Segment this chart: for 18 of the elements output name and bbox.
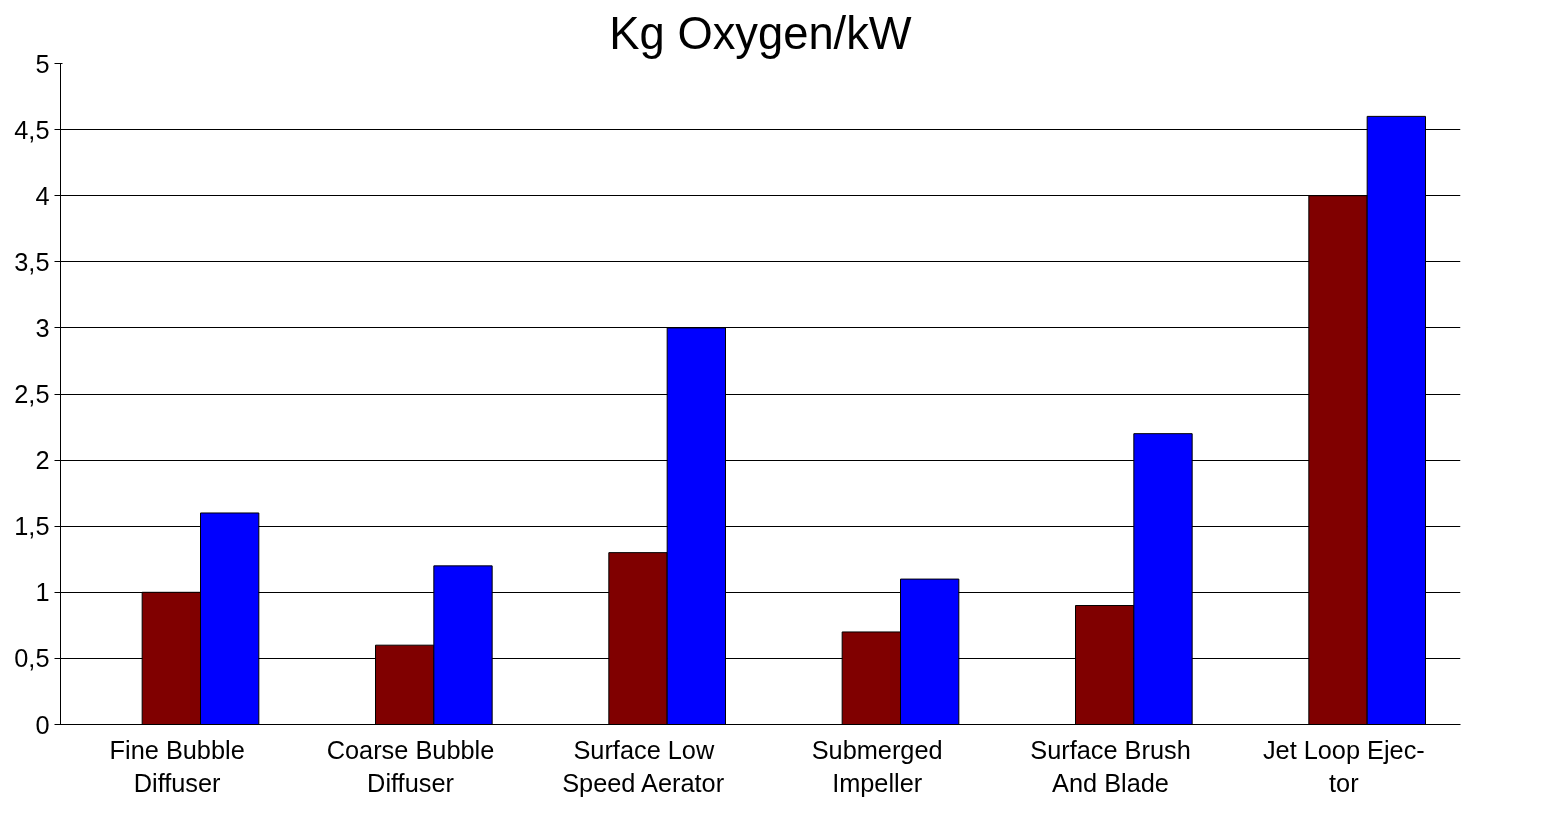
y-tick-label: 5 <box>35 49 50 78</box>
y-tick-label: 0,5 <box>14 644 50 673</box>
y-tick-label: 1,5 <box>14 512 50 541</box>
x-tick-label: Fine Bubble Diffuser <box>109 735 245 798</box>
x-tick-label: Coarse Bubble Diffuser <box>326 735 495 798</box>
x-tick-label: Jet Loop Ejec- tor <box>1262 735 1425 798</box>
chart-title: Kg Oxygen/kW <box>609 7 912 59</box>
y-tick-label: 0 <box>35 710 50 739</box>
y-tick-label: 2,5 <box>14 380 50 408</box>
x-tick-label: Surface Brush And Blade <box>1030 735 1191 798</box>
y-tick-label: 4,5 <box>14 115 50 144</box>
x-tick-label: Submerged Impeller <box>811 735 943 798</box>
x-tick-label: Surface Low Speed Aerator <box>562 735 725 798</box>
y-tick-label: 3 <box>35 313 50 342</box>
y-tick-label: 3,5 <box>14 247 50 276</box>
y-tick-label: 2 <box>35 446 50 475</box>
y-tick-label: 1 <box>35 578 50 607</box>
y-tick-label: 4 <box>35 181 50 210</box>
